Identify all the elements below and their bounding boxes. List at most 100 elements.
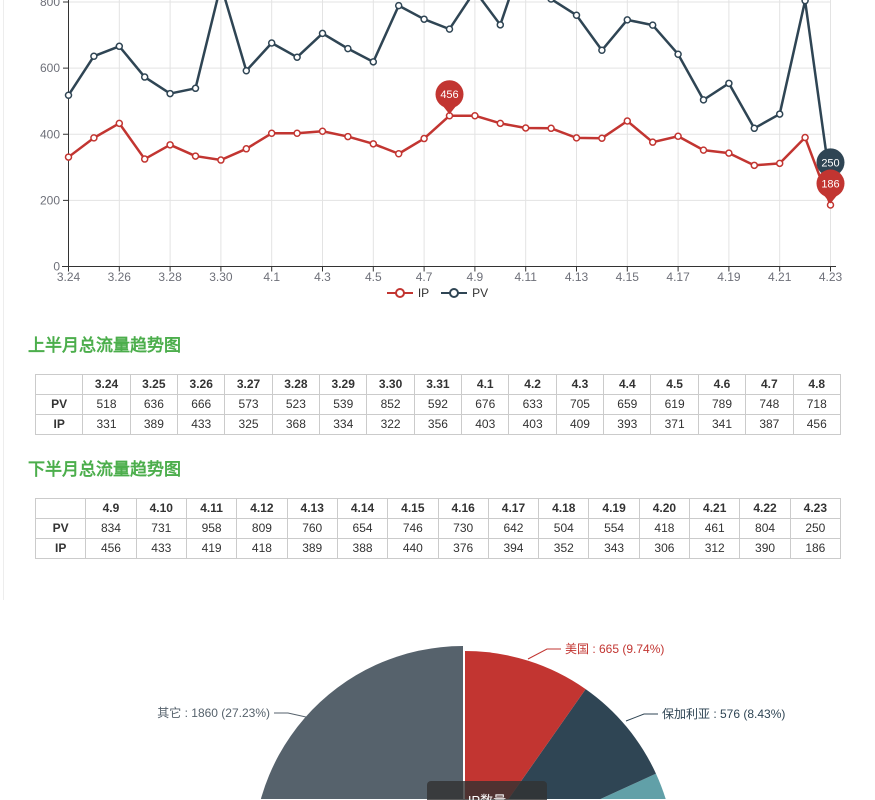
series-pv[interactable] — [64, 0, 835, 188]
series-ip[interactable] — [64, 111, 835, 209]
pie-chart-canvas[interactable]: 美国 : 665 (9.74%) 保加利亚 : 576 (8.43%) 其它 : 1… — [0, 619, 875, 799]
cell: 186 — [789, 538, 842, 559]
data-point — [699, 96, 708, 104]
cell: 393 — [603, 414, 652, 435]
x-tick-label: 4.19 — [717, 270, 741, 284]
pin-balloon — [816, 148, 845, 177]
column-header: 3.30 — [366, 374, 415, 395]
y-tick-label: 800 — [40, 0, 60, 9]
cell: 322 — [366, 414, 415, 435]
pie-label-美国: 美国 : 665 (9.74%) — [565, 642, 664, 656]
data-point — [725, 149, 733, 157]
pie-tooltip: IP数量 — [427, 781, 547, 800]
cell: 433 — [177, 414, 226, 435]
data-point — [344, 132, 352, 141]
column-header: 4.3 — [555, 374, 605, 395]
cell: 325 — [224, 414, 273, 435]
data-point — [445, 25, 454, 33]
data-point — [217, 156, 225, 164]
legend-label: IP — [417, 286, 430, 300]
data-point — [750, 161, 759, 170]
column-header: 4.1 — [461, 374, 510, 395]
cell: 418 — [638, 518, 691, 539]
cell: 642 — [487, 518, 540, 539]
table-header-row: 4.9 4.10 4.11 4.12 4.13 4.14 4.15 4.16 4.17 4.18 4… — [34, 498, 842, 519]
data-point — [267, 129, 276, 138]
cell: 804 — [739, 518, 791, 539]
pie-slice-保加利亚[interactable] — [465, 689, 656, 799]
legend-item-ip[interactable]: IP — [386, 286, 430, 300]
cell: 306 — [638, 538, 691, 559]
cell: 440 — [387, 538, 439, 559]
x-tick-label: 4.1 — [263, 270, 280, 284]
legend-item-pv[interactable]: PV — [441, 286, 488, 300]
cell: 388 — [336, 538, 389, 559]
x-tick-label: 4.21 — [768, 270, 792, 284]
data-point — [166, 89, 174, 98]
data-point — [369, 140, 378, 148]
data-point — [598, 134, 606, 142]
cell: 789 — [697, 394, 747, 415]
column-header: 4.18 — [538, 498, 590, 519]
data-point — [293, 129, 301, 138]
data-point — [394, 1, 403, 10]
series-line-ip — [67, 114, 832, 206]
data-point — [623, 16, 632, 24]
cell: 539 — [319, 394, 368, 415]
cell: 376 — [437, 538, 489, 559]
data-point — [801, 133, 809, 142]
page-left-edge — [3, 0, 4, 600]
data-point — [242, 67, 251, 75]
data-point — [394, 150, 403, 158]
data-point — [191, 152, 200, 160]
x-tick-label: 4.3 — [314, 270, 331, 284]
data-point — [775, 159, 784, 168]
column-header: 3.28 — [271, 374, 321, 395]
line-chart-canvas[interactable]: 0 200 400 600 800 3.24 3.26 3.28 3.30 4.1 4.3 4.5 4.… — [0, 0, 875, 312]
data-point — [521, 124, 530, 132]
pie-slice-其它[interactable] — [253, 646, 463, 799]
cell: 852 — [366, 394, 415, 415]
column-header: 4.11 — [185, 498, 238, 519]
cell: 760 — [286, 518, 338, 539]
column-header: 3.27 — [224, 374, 273, 395]
first-half-table: 3.24 3.25 3.26 3.27 3.28 3.29 3.30 3.31 4.1 4.2 4.… — [34, 374, 841, 435]
traffic-line-chart[interactable]: 0 200 400 600 800 3.24 3.26 3.28 3.30 4.1 4.3 4.5 4.… — [0, 0, 875, 312]
cell: 433 — [135, 538, 187, 559]
y-tick-label: 200 — [40, 193, 60, 207]
pie-slice-partial[interactable] — [465, 773, 675, 799]
cell: 341 — [697, 414, 747, 435]
data-point — [344, 44, 352, 53]
ip-pie-chart[interactable]: 美国 : 665 (9.74%) 保加利亚 : 576 (8.43%) 其它 : 1… — [0, 619, 875, 800]
column-header: 4.7 — [745, 374, 794, 395]
table-header-row: 3.24 3.25 3.26 3.27 3.28 3.29 3.30 3.31 4.1 4.2 4.… — [34, 374, 841, 395]
section-title-first-half: 上半月总流量趋势图 — [28, 336, 181, 355]
cell: 654 — [336, 518, 389, 539]
data-point — [318, 127, 327, 136]
data-point — [699, 146, 708, 154]
data-point — [90, 52, 98, 60]
cell: 731 — [135, 518, 187, 539]
table-row: IP 331 389 433 325 368 334 322 356 403 403 409 393 37… — [34, 414, 841, 435]
cell: 633 — [508, 394, 557, 415]
data-point — [191, 84, 200, 93]
column-header: 4.20 — [638, 498, 691, 519]
data-point — [267, 39, 276, 47]
pie-label-保加利亚: 保加利亚 : 576 (8.43%) — [662, 707, 785, 721]
column-header: 4.17 — [487, 498, 540, 519]
pin-balloon — [435, 80, 464, 109]
cell: 343 — [588, 538, 640, 559]
pie-label-line — [274, 712, 307, 718]
pie-slice-美国[interactable] — [465, 651, 586, 799]
column-header: 3.29 — [319, 374, 368, 395]
legend-circle — [394, 288, 405, 298]
pie-label-line — [625, 713, 658, 722]
pin-value-label: 250 — [821, 157, 839, 169]
cell: 518 — [82, 394, 131, 415]
data-point — [420, 15, 428, 23]
pie-label-其它: 其它 : 1860 (27.23%) — [157, 705, 270, 720]
column-header: 4.8 — [792, 374, 841, 395]
data-point — [648, 138, 657, 146]
data-point — [572, 11, 581, 19]
cell: 334 — [319, 414, 368, 435]
